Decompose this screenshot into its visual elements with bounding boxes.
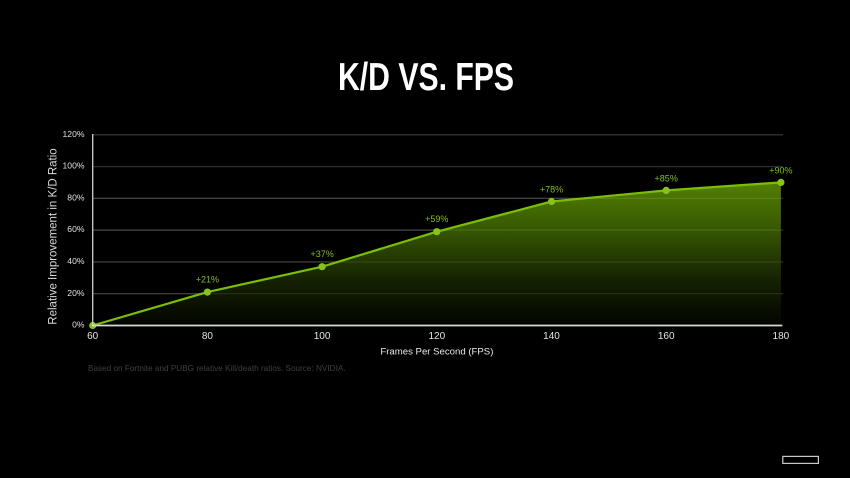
svg-text:140: 140 — [543, 331, 560, 342]
svg-text:+78%: +78% — [540, 185, 563, 195]
svg-text:+21%: +21% — [196, 274, 219, 284]
svg-text:40%: 40% — [67, 256, 85, 266]
svg-text:120: 120 — [428, 331, 445, 342]
svg-text:100: 100 — [314, 331, 331, 342]
svg-text:+59%: +59% — [425, 214, 448, 224]
svg-text:60: 60 — [87, 331, 99, 342]
svg-text:120%: 120% — [63, 129, 85, 139]
svg-text:+37%: +37% — [310, 249, 333, 259]
svg-text:+85%: +85% — [655, 174, 678, 184]
svg-text:60%: 60% — [67, 224, 85, 234]
svg-text:Based on Fortnite and PUBG rel: Based on Fortnite and PUBG relative Kill… — [88, 364, 346, 373]
svg-text:K/D VS. FPS: K/D VS. FPS — [338, 56, 514, 99]
svg-text:Frames Per Second (FPS): Frames Per Second (FPS) — [380, 347, 493, 358]
svg-text:80%: 80% — [67, 192, 85, 202]
svg-text:160: 160 — [658, 331, 675, 342]
svg-text:Relative Improvement in K/D Ra: Relative Improvement in K/D Ratio — [48, 148, 60, 324]
svg-text:+90%: +90% — [769, 166, 792, 176]
svg-text:180: 180 — [773, 331, 790, 342]
svg-text:20%: 20% — [67, 288, 85, 298]
svg-text:0%: 0% — [72, 320, 85, 330]
svg-text:80: 80 — [202, 331, 214, 342]
svg-text:100%: 100% — [63, 161, 85, 171]
